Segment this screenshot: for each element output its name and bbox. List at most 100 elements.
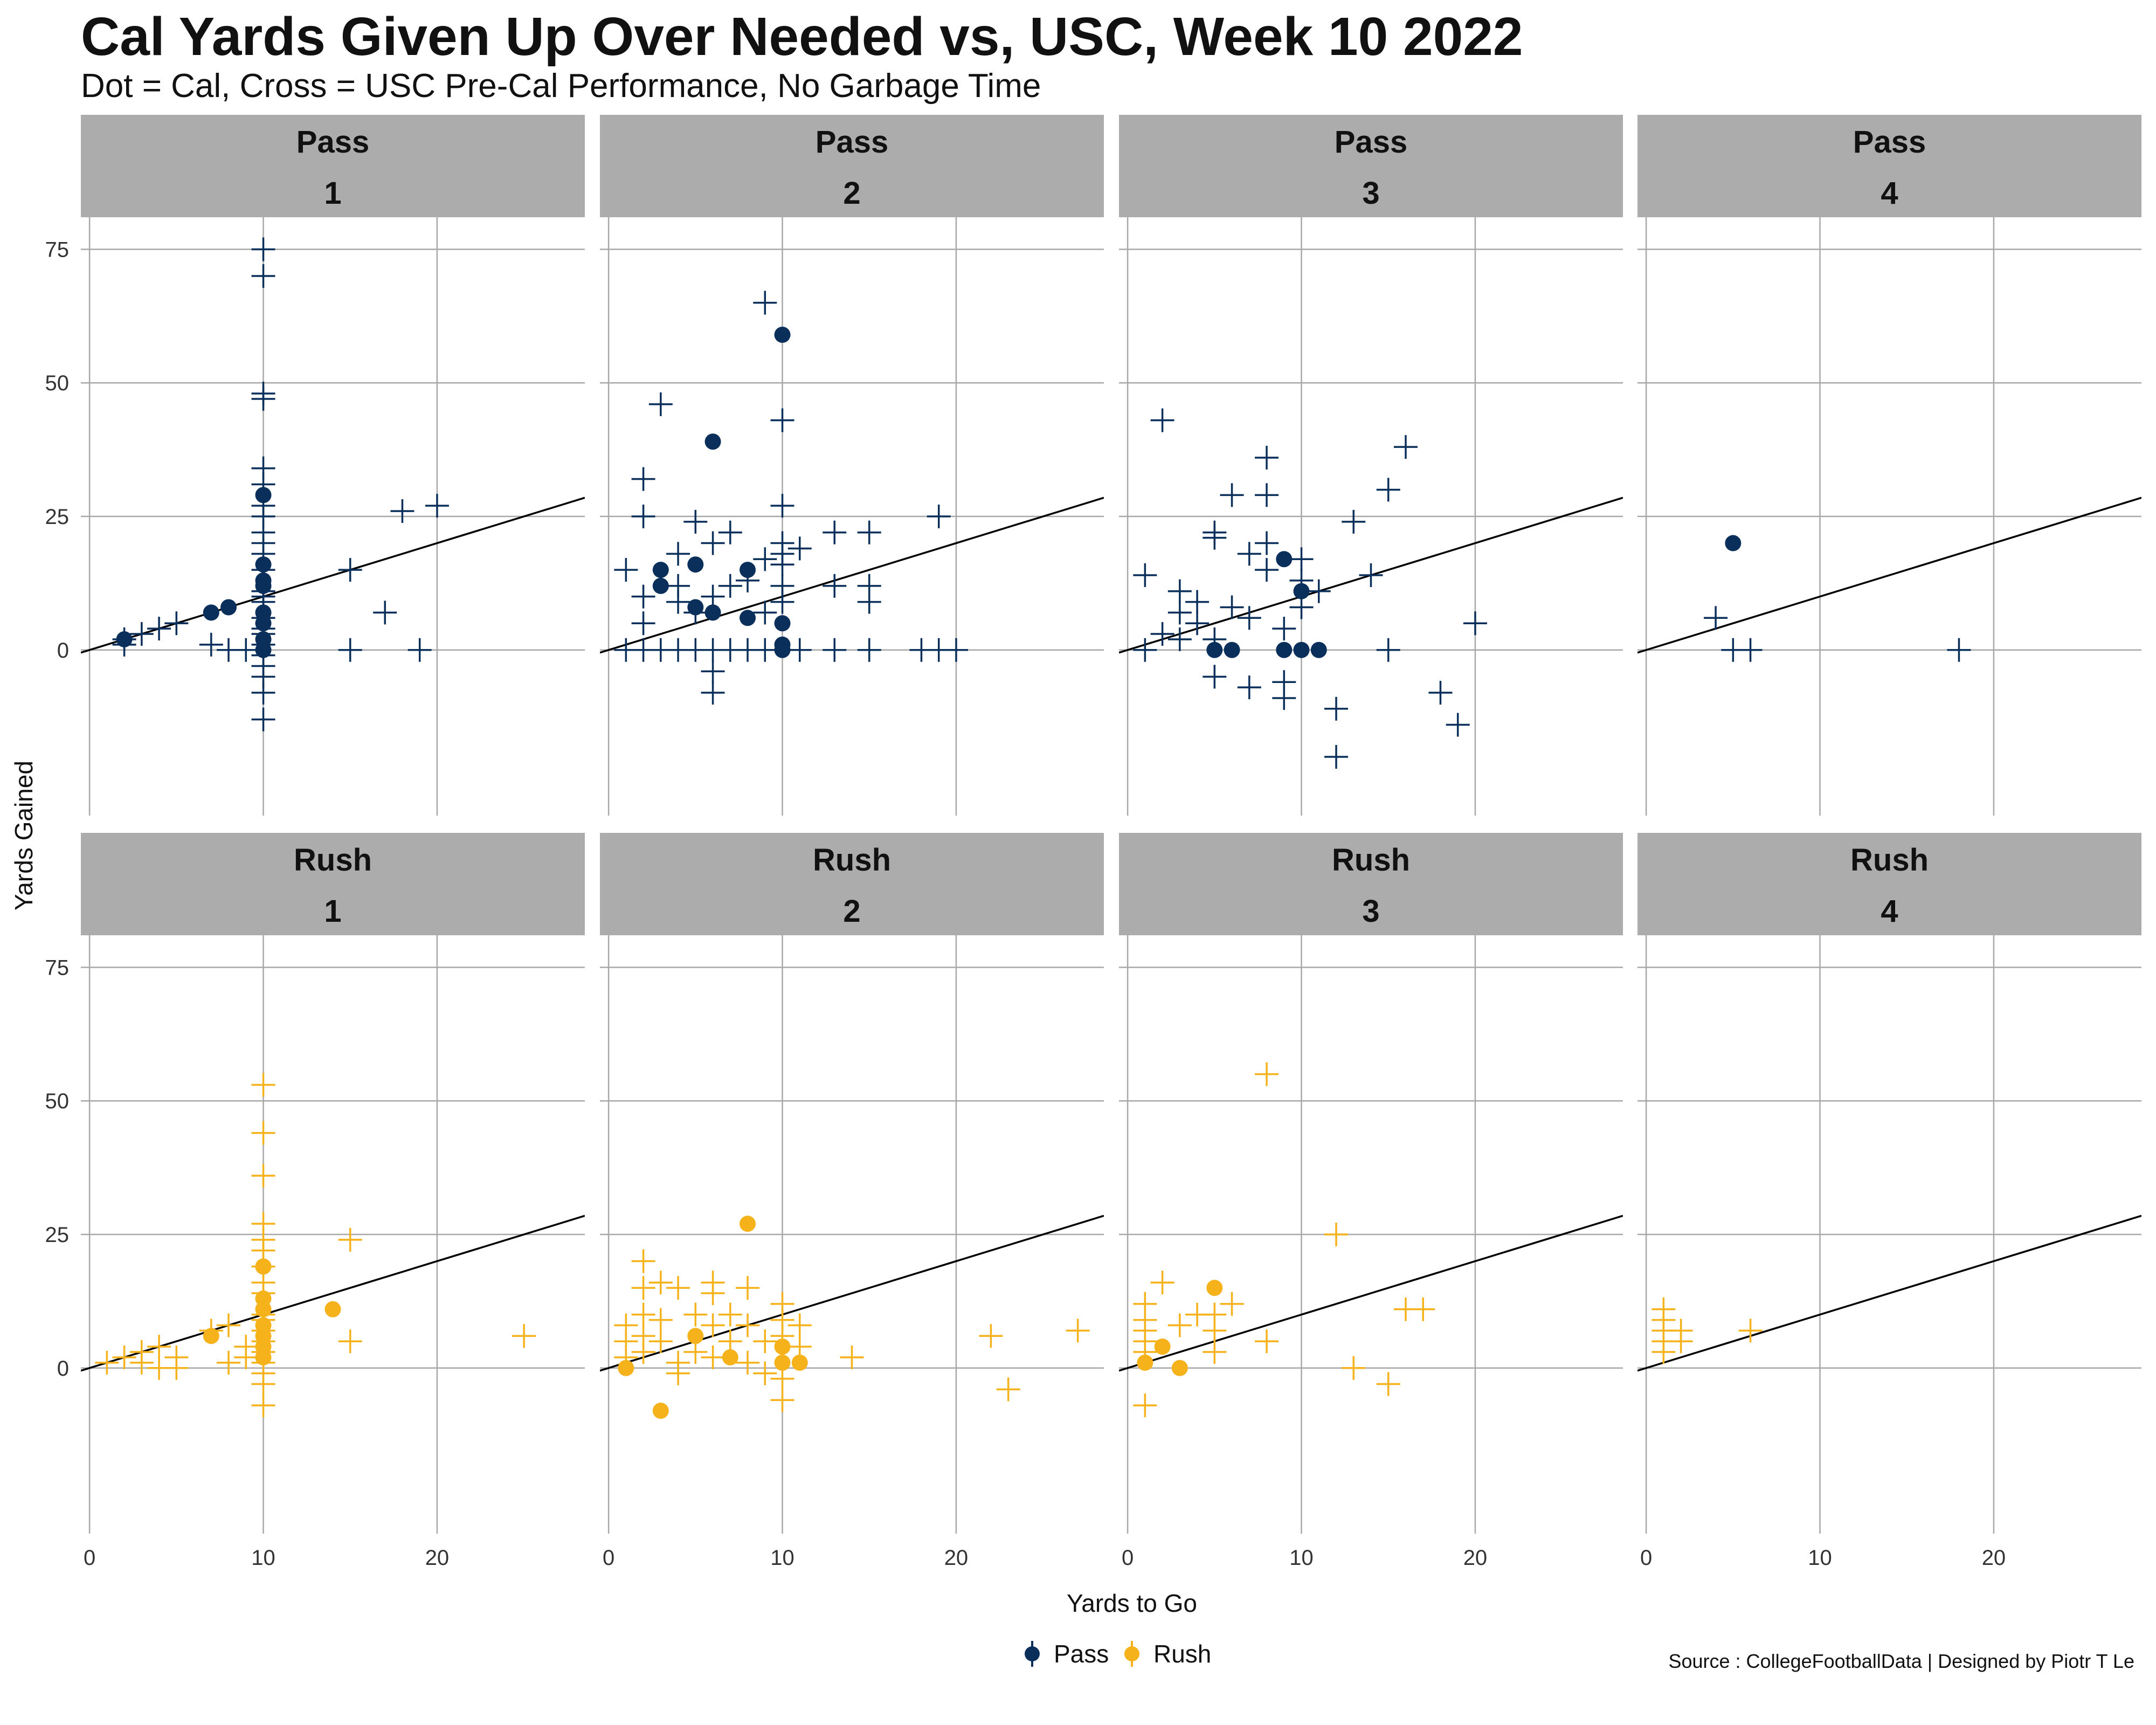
usc-cross-point — [1185, 611, 1210, 636]
usc-cross-point — [1150, 622, 1174, 646]
usc-cross-point — [718, 574, 742, 598]
usc-cross-point — [631, 584, 655, 609]
chart-subtitle: Dot = Cal, Cross = USC Pre-Cal Performan… — [81, 67, 1041, 105]
usc-cross-point — [1359, 563, 1383, 588]
cal-dot-point — [740, 1216, 756, 1232]
usc-cross-point — [1272, 617, 1296, 641]
usc-cross-point — [944, 638, 968, 662]
usc-cross-point — [1255, 1329, 1279, 1354]
usc-cross-point — [787, 536, 812, 561]
usc-cross-point — [1324, 1223, 1349, 1246]
cal-dot-point — [704, 433, 721, 450]
usc-cross-point — [251, 237, 275, 261]
usc-cross-point — [1947, 638, 1971, 662]
usc-cross-point — [1289, 547, 1314, 571]
cal-dot-point — [116, 631, 133, 647]
usc-cross-point — [1428, 681, 1453, 705]
usc-cross-point — [1342, 1356, 1366, 1380]
x-tick-label: 10 — [770, 1546, 794, 1570]
reference-line — [1637, 496, 2141, 654]
cal-dot-point — [774, 1354, 791, 1371]
panel-strip — [81, 833, 585, 935]
x-tick-label: 20 — [425, 1546, 450, 1570]
cal-dot-point — [652, 1403, 669, 1419]
usc-cross-point — [1150, 1271, 1174, 1295]
cal-dot-point — [1293, 641, 1310, 658]
y-tick-label: 75 — [45, 238, 70, 261]
x-tick-label: 10 — [1808, 1546, 1832, 1570]
usc-cross-point — [251, 264, 275, 288]
usc-cross-point — [753, 1361, 777, 1385]
usc-cross-point — [683, 509, 708, 534]
cal-dot-point — [722, 1349, 738, 1365]
x-tick-label: 20 — [944, 1546, 969, 1570]
cal-dot-point — [255, 1301, 272, 1317]
legend: Pass Rush — [1025, 1640, 1211, 1668]
cal-dot-point — [255, 1349, 272, 1365]
usc-cross-point — [338, 1329, 362, 1354]
y-tick-label: 50 — [45, 1089, 70, 1113]
cal-dot-point — [1276, 641, 1293, 658]
usc-cross-point — [753, 601, 777, 625]
reference-line — [1637, 1215, 2141, 1372]
cal-dot-point — [1276, 551, 1293, 568]
usc-cross-point — [1167, 627, 1192, 651]
usc-cross-point — [1167, 601, 1192, 625]
usc-cross-point — [753, 638, 777, 662]
usc-cross-point — [718, 520, 742, 544]
usc-cross-point — [217, 1350, 241, 1375]
strip-label-type: Pass — [816, 125, 888, 160]
usc-cross-point — [648, 1308, 673, 1332]
caption: Source : CollegeFootballData | Designed … — [1668, 1650, 2134, 1672]
strip-label-type: Rush — [1850, 843, 1929, 878]
usc-cross-point — [787, 638, 812, 662]
cal-dot-point — [255, 577, 272, 594]
cal-dot-point — [687, 1328, 704, 1344]
usc-cross-point — [1704, 606, 1728, 630]
usc-cross-point — [857, 590, 881, 614]
panel-strip — [600, 833, 1104, 935]
cal-dot-point — [1171, 1360, 1188, 1376]
usc-cross-point — [666, 590, 690, 614]
usc-cross-point — [736, 1276, 760, 1300]
y-axis-label: Yards Gained — [10, 761, 38, 910]
strip-label-down: 1 — [324, 894, 341, 929]
usc-cross-point — [770, 494, 794, 518]
usc-cross-point — [217, 1313, 241, 1337]
cal-dot-point — [774, 615, 791, 632]
usc-cross-point — [648, 392, 673, 416]
cal-dot-point — [255, 487, 272, 503]
usc-cross-point — [1272, 686, 1296, 710]
usc-cross-point — [1738, 1319, 1763, 1343]
usc-cross-point — [979, 1324, 1003, 1348]
usc-cross-point — [1255, 1062, 1279, 1086]
panel-strip — [1637, 833, 2141, 935]
strip-label-type: Pass — [1335, 125, 1407, 160]
usc-cross-point — [770, 1367, 794, 1391]
strip-label-down: 3 — [1362, 894, 1379, 929]
usc-cross-point — [1203, 526, 1227, 550]
usc-cross-point — [857, 520, 881, 544]
cal-dot-point — [255, 615, 272, 632]
strip-label-down: 1 — [324, 176, 341, 211]
usc-cross-point — [631, 505, 655, 528]
cal-dot-point — [740, 610, 756, 626]
usc-cross-point — [1167, 1313, 1192, 1337]
usc-cross-point — [631, 1302, 655, 1327]
usc-cross-point — [648, 1271, 673, 1295]
y-tick-label: 25 — [45, 505, 70, 529]
cal-dot-point — [1206, 1280, 1223, 1296]
cal-dot-point — [618, 1360, 634, 1376]
usc-cross-point — [753, 1329, 777, 1354]
usc-cross-point — [701, 1313, 725, 1337]
panel-strip — [600, 115, 1104, 217]
usc-cross-point — [251, 681, 275, 705]
y-tick-label: 0 — [57, 639, 69, 663]
usc-cross-point — [631, 1340, 655, 1364]
panel-rush-3: Rush 3 0 10 20 — [1119, 833, 1623, 1570]
strip-label-type: Rush — [294, 843, 372, 878]
usc-cross-point — [666, 1276, 690, 1300]
usc-cross-point — [251, 707, 275, 732]
usc-cross-point — [631, 1249, 655, 1273]
